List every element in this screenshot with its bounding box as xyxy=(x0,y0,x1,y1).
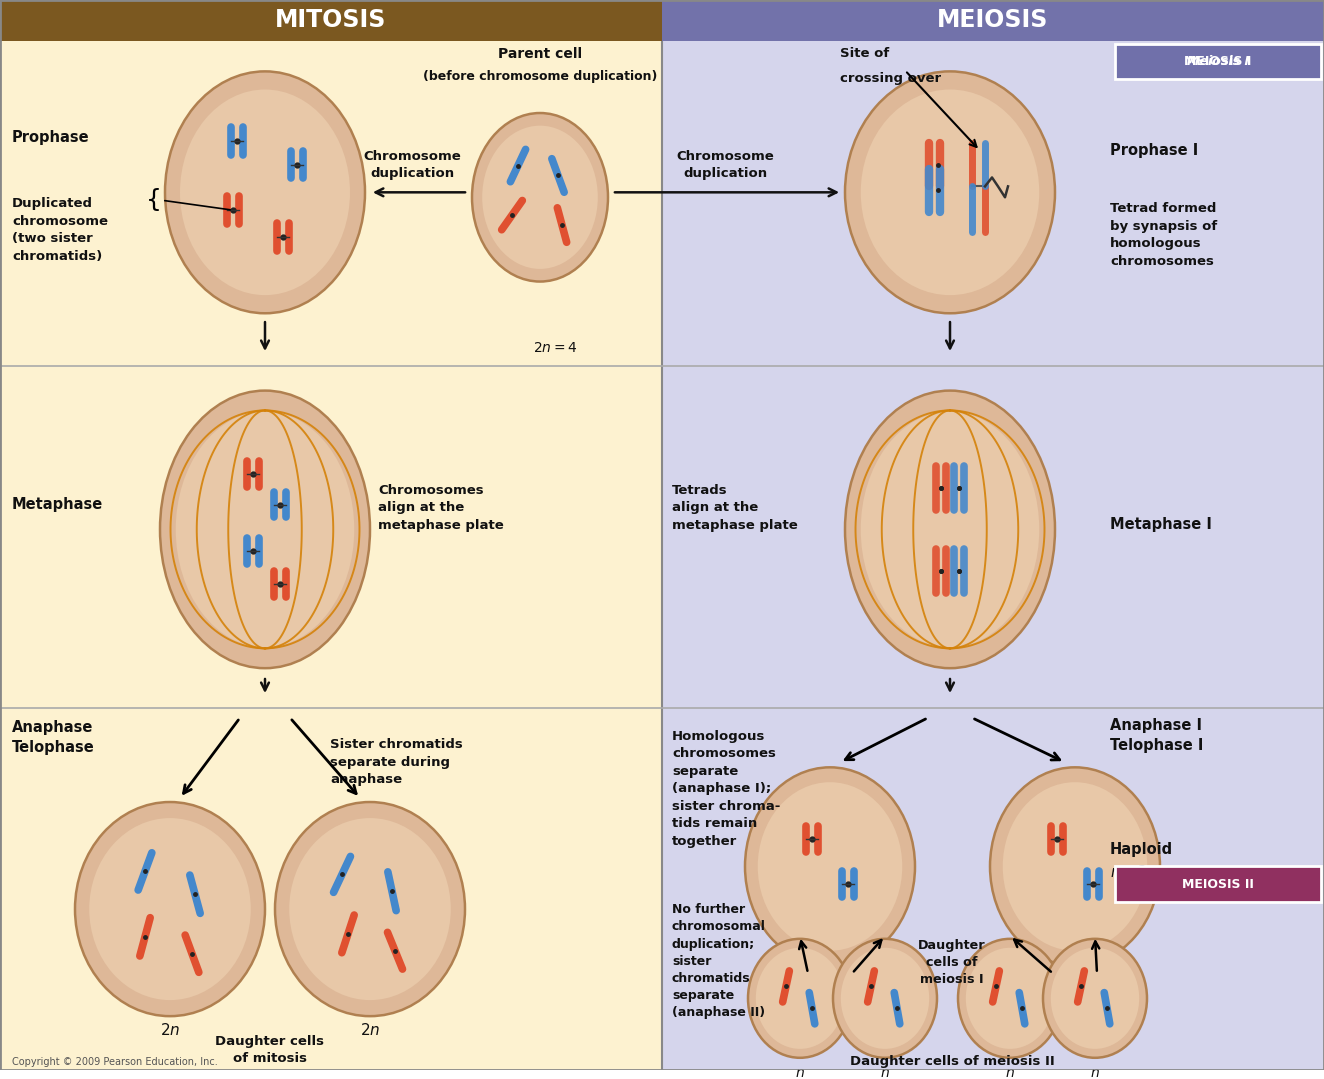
Ellipse shape xyxy=(482,125,598,269)
Ellipse shape xyxy=(861,90,1039,296)
Bar xyxy=(662,0,1324,41)
Text: Anaphase I
Telophase I: Anaphase I Telophase I xyxy=(1110,718,1204,753)
Text: Chromosomes
align at the
metaphase plate: Chromosomes align at the metaphase plate xyxy=(377,483,503,532)
Ellipse shape xyxy=(1002,782,1148,951)
Text: $2n$: $2n$ xyxy=(360,1022,380,1038)
Text: (before chromosome duplication): (before chromosome duplication) xyxy=(422,70,657,83)
Ellipse shape xyxy=(1043,939,1147,1057)
Ellipse shape xyxy=(845,391,1055,668)
Ellipse shape xyxy=(833,939,937,1057)
Text: Daughter cells
of mitosis: Daughter cells of mitosis xyxy=(216,1035,324,1065)
Text: Anaphase
Telophase: Anaphase Telophase xyxy=(12,720,95,755)
Text: $2n$: $2n$ xyxy=(160,1022,180,1038)
Bar xyxy=(662,0,1324,1069)
Text: $n$: $n$ xyxy=(796,1066,805,1079)
Ellipse shape xyxy=(757,782,902,951)
Text: Daughter cells of meiosis II: Daughter cells of meiosis II xyxy=(850,1055,1054,1068)
Text: No further
chromosomal
duplication;
sister
chromatids
separate
(anaphase II): No further chromosomal duplication; sist… xyxy=(673,903,765,1020)
Text: Homologous
chromosomes
separate
(anaphase I);
sister chroma-
tids remain
togethe: Homologous chromosomes separate (anaphas… xyxy=(673,729,780,848)
Bar xyxy=(0,0,662,41)
Ellipse shape xyxy=(89,818,250,1000)
Ellipse shape xyxy=(841,947,929,1049)
Text: Prophase I: Prophase I xyxy=(1110,144,1198,159)
Text: crossing over: crossing over xyxy=(839,72,941,85)
Text: Metaphase: Metaphase xyxy=(12,497,103,513)
Text: MITOSIS: MITOSIS xyxy=(275,9,387,32)
Text: Sister chromatids
separate during
anaphase: Sister chromatids separate during anapha… xyxy=(330,738,463,787)
Ellipse shape xyxy=(845,71,1055,313)
Text: Parent cell: Parent cell xyxy=(498,46,583,60)
Ellipse shape xyxy=(289,818,450,1000)
Ellipse shape xyxy=(160,391,369,668)
Ellipse shape xyxy=(176,411,355,647)
Text: Metaphase I: Metaphase I xyxy=(1110,517,1211,532)
Text: Daughter
cells of
meiosis I: Daughter cells of meiosis I xyxy=(918,939,986,986)
Text: MEIOSIS II: MEIOSIS II xyxy=(1182,878,1254,891)
Text: Tetrads
align at the
metaphase plate: Tetrads align at the metaphase plate xyxy=(673,483,798,532)
Text: Prophase: Prophase xyxy=(12,131,90,146)
Text: Duplicated
chromosome
(two sister
chromatids): Duplicated chromosome (two sister chroma… xyxy=(12,197,109,263)
Text: {: { xyxy=(146,188,162,213)
Text: Copyright © 2009 Pearson Education, Inc.: Copyright © 2009 Pearson Education, Inc. xyxy=(12,1056,217,1067)
Bar xyxy=(0,0,662,1069)
Ellipse shape xyxy=(965,947,1054,1049)
Ellipse shape xyxy=(959,939,1062,1057)
Text: Site of: Site of xyxy=(839,47,890,60)
Ellipse shape xyxy=(756,947,845,1049)
Ellipse shape xyxy=(471,113,608,282)
Ellipse shape xyxy=(75,802,265,1016)
Ellipse shape xyxy=(745,767,915,966)
Ellipse shape xyxy=(180,90,350,296)
Text: Chromosome
duplication: Chromosome duplication xyxy=(677,150,773,179)
Text: $n$: $n$ xyxy=(880,1066,890,1079)
Text: MEIOSIS I: MEIOSIS I xyxy=(1184,55,1251,68)
Ellipse shape xyxy=(748,939,853,1057)
Text: MEIOSIS: MEIOSIS xyxy=(937,9,1049,32)
Text: Chromosome
duplication: Chromosome duplication xyxy=(363,150,461,179)
Ellipse shape xyxy=(166,71,365,313)
Ellipse shape xyxy=(990,767,1160,966)
FancyBboxPatch shape xyxy=(1115,866,1321,902)
Text: $n$: $n$ xyxy=(1005,1066,1016,1079)
Text: Haploid
$n = 2$: Haploid $n = 2$ xyxy=(1110,842,1173,879)
Text: $2n = 4$: $2n = 4$ xyxy=(532,341,577,355)
Ellipse shape xyxy=(861,411,1039,647)
Text: Mеiosis I: Mеiosis I xyxy=(1186,55,1249,68)
Ellipse shape xyxy=(1051,947,1139,1049)
Text: $n$: $n$ xyxy=(1090,1066,1100,1079)
Ellipse shape xyxy=(275,802,465,1016)
FancyBboxPatch shape xyxy=(1115,43,1321,80)
Text: Tetrad formed
by synapsis of
homologous
chromosomes: Tetrad formed by synapsis of homologous … xyxy=(1110,202,1217,268)
